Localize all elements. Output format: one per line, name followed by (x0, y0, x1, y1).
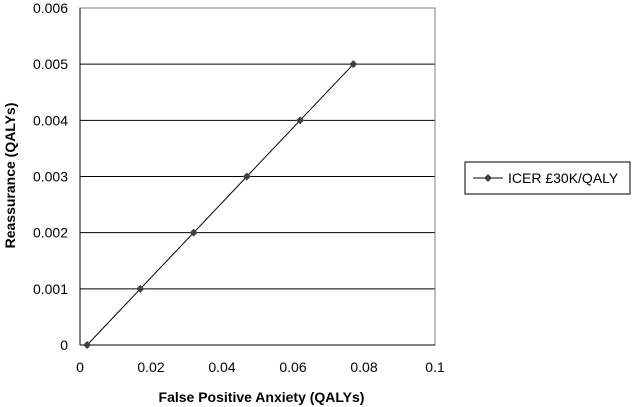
y-tick-label: 0.004 (33, 112, 68, 128)
y-tick-label: 0.005 (33, 56, 68, 72)
y-tick-label: 0.003 (33, 169, 68, 185)
data-point-diamond (296, 116, 305, 125)
y-tick-labels: 0 0.001 0.002 0.003 0.004 0.005 0.006 (33, 0, 68, 353)
series-line (86, 63, 354, 346)
gridlines (80, 7, 435, 290)
x-tick-label: 0 (76, 359, 84, 375)
series-layer (83, 60, 358, 349)
x-tick-label: 0.1 (425, 359, 445, 375)
axes (79, 8, 435, 346)
data-point-diamond (136, 284, 145, 293)
legend: ICER £30K/QALY (464, 161, 631, 195)
x-tick-label: 0.08 (350, 359, 377, 375)
y-tick-label: 0 (60, 337, 68, 353)
data-point-diamond (242, 172, 251, 181)
x-tick-labels: 0 0.02 0.04 0.06 0.08 0.1 (76, 359, 445, 375)
y-tick-label: 0.002 (33, 225, 68, 241)
y-tick-label: 0.001 (33, 281, 68, 297)
legend-label: ICER £30K/QALY (508, 170, 619, 186)
x-tick-label: 0.02 (137, 359, 164, 375)
data-point-diamond (189, 228, 198, 237)
y-tick-label: 0.006 (33, 0, 68, 16)
legend-diamond-marker (484, 174, 492, 182)
x-tick-label: 0.04 (208, 359, 235, 375)
data-point-diamond (349, 60, 358, 69)
y-axis-title: Reassurance (QALYs) (2, 103, 18, 249)
data-point-diamond (83, 341, 92, 349)
x-axis-title: False Positive Anxiety (QALYs) (159, 389, 365, 405)
x-tick-label: 0.06 (279, 359, 306, 375)
